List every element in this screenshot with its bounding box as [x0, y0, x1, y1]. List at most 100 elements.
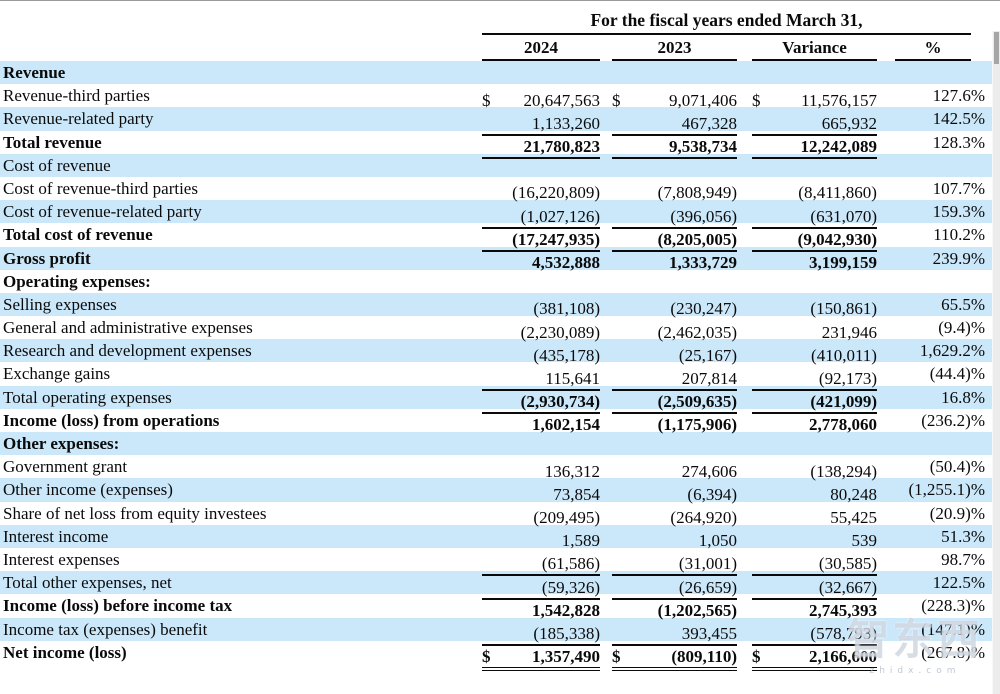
- column-gap: [737, 61, 752, 84]
- cell-2024: [482, 434, 600, 457]
- table-row: Cost of revenue: [0, 153, 992, 179]
- cell-variance: 2,778,060: [752, 411, 877, 441]
- cell-percent: 65.5%: [941, 294, 985, 314]
- cell-variance: 80,248: [752, 480, 877, 510]
- cell-2024: [482, 272, 600, 295]
- cell-2024: (381,108): [482, 295, 600, 325]
- value-2023: 467,328: [681, 113, 737, 133]
- cell-2023: (2,462,035): [612, 318, 737, 348]
- table-row: Cost of revenue-third parties (16,220,80…: [0, 177, 992, 203]
- cell-2024: (2,230,089): [482, 318, 600, 348]
- cell-variance: [752, 63, 877, 86]
- column-header-2023: 2023: [612, 38, 737, 61]
- value-2024: 1,542,828: [532, 600, 600, 620]
- value-2024: (1,027,126): [520, 206, 600, 226]
- scrollbar-thumb[interactable]: [994, 32, 999, 64]
- value-variance: 539: [851, 531, 878, 551]
- cell-percent: (1,255.1)%: [908, 480, 985, 500]
- column-gap: [600, 641, 612, 672]
- cell-2023: (264,920): [612, 504, 737, 534]
- cell-percent: 110.2%: [933, 225, 985, 245]
- value-variance: (421,099): [810, 392, 877, 412]
- table-row: Gross profit 4,532,888 1,333,729 3,199,1…: [0, 246, 992, 272]
- cell-percent: [895, 270, 985, 293]
- cell-2024: 115,641: [482, 364, 600, 396]
- row-label: Cost of revenue-related party: [3, 202, 202, 222]
- fiscal-years-group-title: For the fiscal years ended March 31,: [482, 10, 971, 35]
- cell-percent: [895, 154, 985, 177]
- cell-percent: 127.6%: [932, 86, 985, 106]
- value-variance: (410,011): [811, 345, 877, 365]
- value-2023: (1,175,906): [657, 415, 737, 435]
- cell-2024: 21,780,823: [482, 133, 600, 165]
- cell-variance: (9,042,930): [752, 225, 877, 257]
- row-label: Income (loss) from operations: [3, 410, 220, 430]
- cell-2023: (8,205,005): [612, 225, 737, 257]
- dollar-sign: $: [482, 90, 491, 110]
- table-row: Income tax (expenses) benefit (185,338) …: [0, 617, 992, 646]
- dollar-sign: $: [612, 90, 621, 110]
- cell-percent: [895, 61, 985, 84]
- cell-variance: (30,585): [752, 550, 877, 582]
- row-label: Net income (loss): [3, 642, 127, 662]
- row-label: Revenue-third parties: [3, 86, 150, 106]
- cell-2024: (435,178): [482, 341, 600, 371]
- value-2023: (264,920): [670, 508, 737, 528]
- column-header-2024: 2024: [482, 38, 600, 61]
- cell-2024: [482, 156, 600, 179]
- table-row: General and administrative expenses (2,2…: [0, 316, 992, 342]
- cell-2024: [482, 63, 600, 86]
- row-label: Revenue: [3, 63, 66, 82]
- table-row: Total operating expenses (2,930,734) (2,…: [0, 385, 992, 415]
- cell-2024: 1,542,828: [482, 596, 600, 626]
- value-variance: 2,778,060: [809, 415, 877, 435]
- cell-2023: 1,333,729: [612, 249, 737, 279]
- value-2024: (59,326): [541, 577, 600, 597]
- value-2024: 136,312: [544, 461, 600, 481]
- cell-percent: 107.7%: [932, 178, 985, 198]
- value-variance: 2,745,393: [809, 600, 877, 620]
- value-2024: (61,586): [541, 554, 600, 574]
- cell-2024: (1,027,126): [482, 202, 600, 234]
- value-2023: (809,110): [671, 647, 737, 667]
- cell-variance: 665,932: [752, 109, 877, 141]
- cell-percent: (267.8)%: [921, 642, 985, 662]
- column-gap: [877, 432, 895, 455]
- value-2024: (381,108): [533, 299, 600, 319]
- cell-2023: [612, 156, 737, 179]
- cell-2024: 1,602,154: [482, 411, 600, 441]
- column-gap: [737, 641, 752, 672]
- value-2024: 73,854: [553, 484, 600, 504]
- cell-2024: (2,930,734): [482, 388, 600, 420]
- cell-variance: (138,294): [752, 457, 877, 487]
- table-row: Research and development expenses (435,1…: [0, 339, 992, 365]
- value-2024: 1,133,260: [532, 113, 600, 133]
- column-gap: [877, 35, 895, 61]
- column-gap: [737, 154, 752, 177]
- column-gap: [737, 432, 752, 455]
- cell-percent: (147.1)%: [921, 619, 985, 639]
- cell-2024: (17,247,935): [482, 225, 600, 257]
- column-gap: [737, 270, 752, 293]
- column-gap: [600, 154, 612, 177]
- cell-2023: 274,606: [612, 457, 737, 487]
- table-row: Interest income 1,589 1,050 539 51.3%: [0, 524, 992, 551]
- table-row: Revenue-third parties $20,647,563 $9,071…: [0, 84, 992, 110]
- cell-variance: [752, 434, 877, 457]
- cell-2023: 467,328: [612, 109, 737, 141]
- row-label: Interest expenses: [3, 549, 120, 569]
- row-label: Revenue-related party: [3, 109, 154, 129]
- row-label: Total other expenses, net: [3, 573, 172, 593]
- cell-2024: 1,133,260: [482, 109, 600, 141]
- cell-variance: (32,667): [752, 573, 877, 605]
- cell-percent: 51.3%: [941, 526, 985, 546]
- cell-variance: (631,070): [752, 202, 877, 234]
- row-label: Selling expenses: [3, 294, 117, 314]
- cell-variance: 2,745,393: [752, 596, 877, 626]
- cell-2023: 393,455: [612, 620, 737, 652]
- column-gap: [600, 35, 612, 61]
- cell-2023: [612, 272, 737, 295]
- row-label: Share of net loss from equity investees: [3, 503, 267, 523]
- vertical-scrollbar[interactable]: [992, 31, 1000, 694]
- value-2023: (8,205,005): [657, 229, 737, 249]
